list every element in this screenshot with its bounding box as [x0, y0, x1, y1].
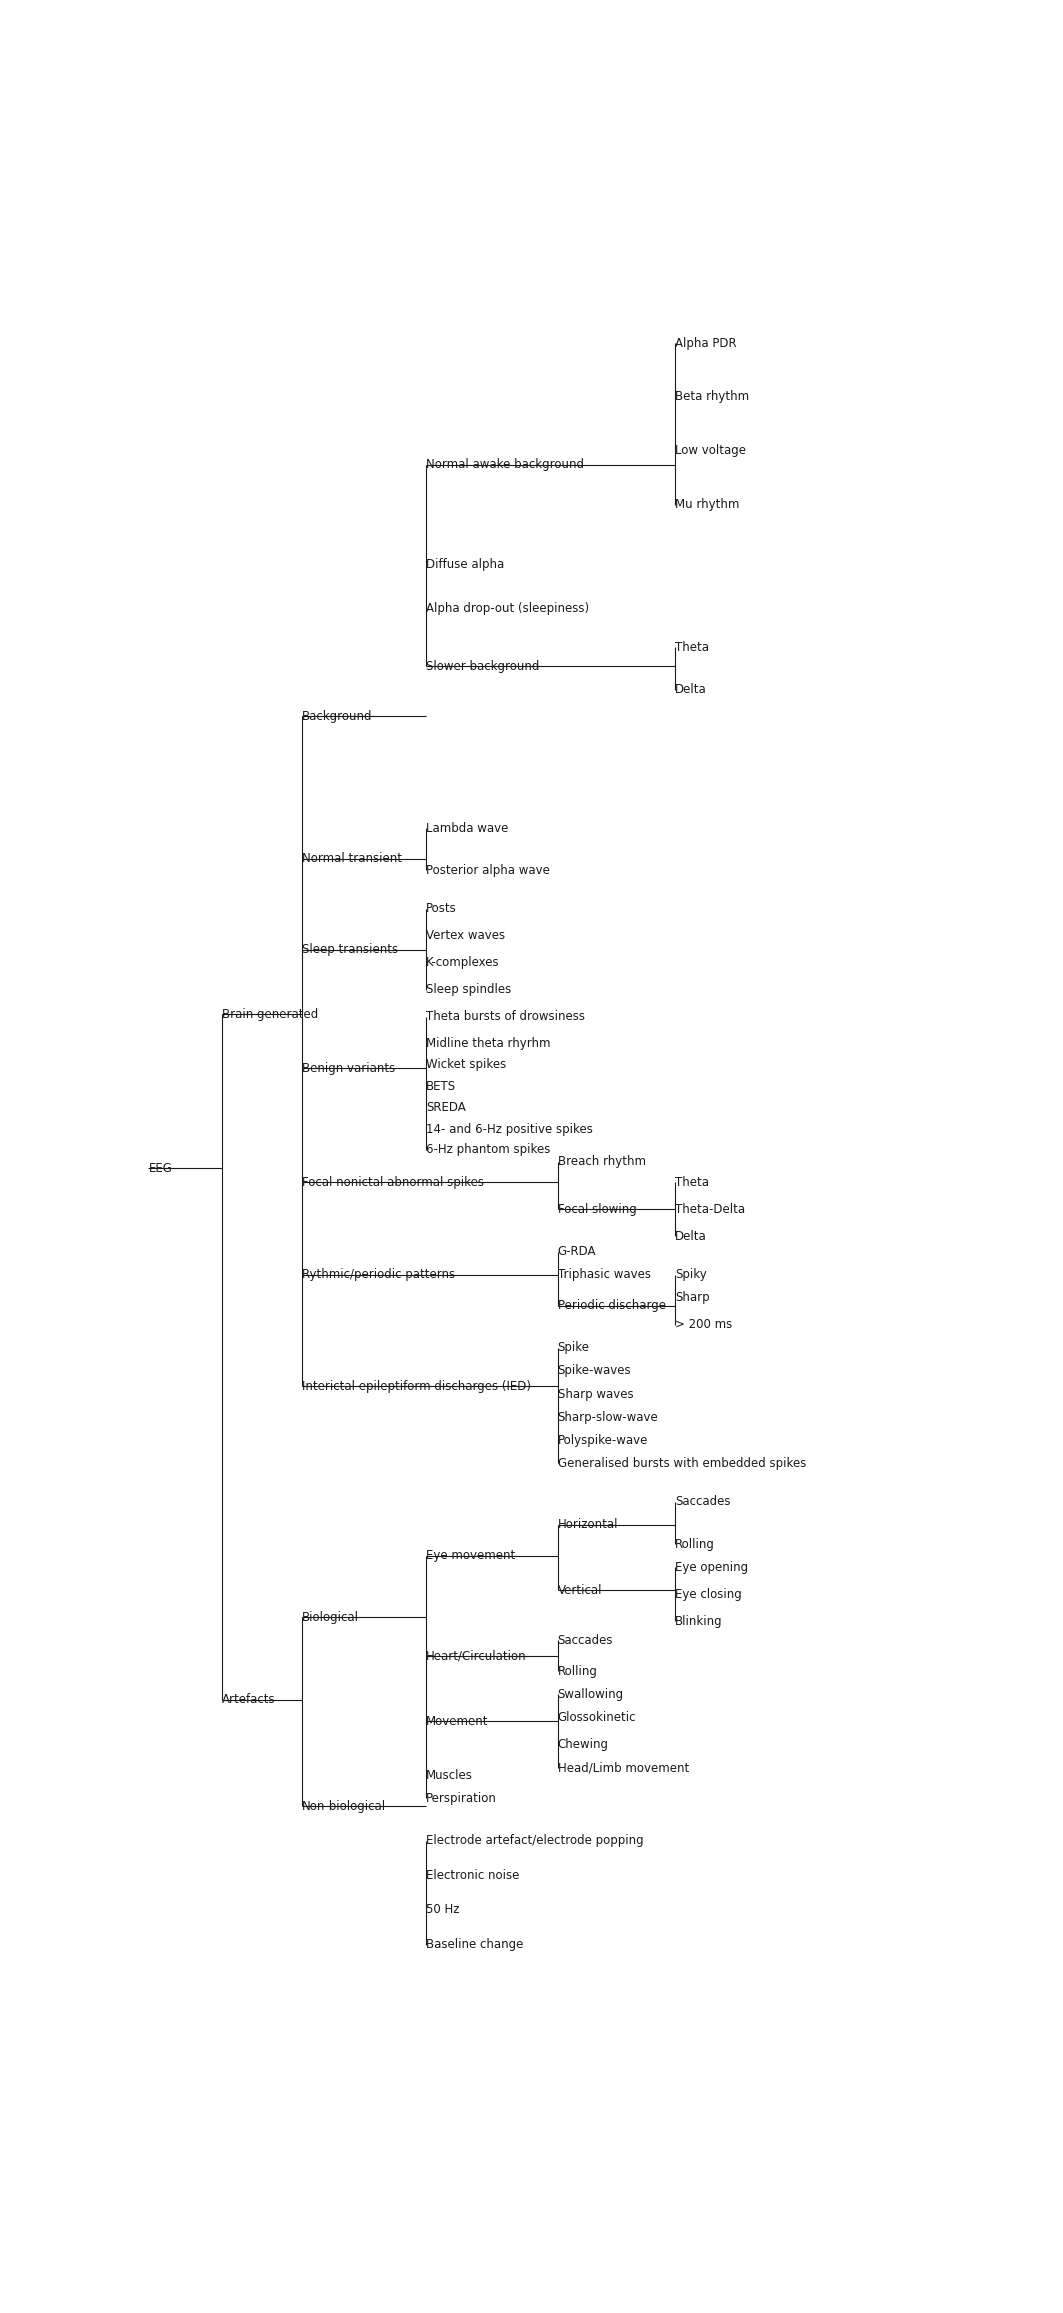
Text: Alpha PDR: Alpha PDR — [675, 335, 737, 349]
Text: Swallowing: Swallowing — [558, 1688, 624, 1700]
Text: Baseline change: Baseline change — [426, 1938, 523, 1952]
Text: Low voltage: Low voltage — [675, 444, 746, 458]
Text: Focal nonictal abnormal spikes: Focal nonictal abnormal spikes — [302, 1175, 484, 1189]
Text: Sleep transients: Sleep transients — [302, 944, 398, 955]
Text: Theta bursts of drowsiness: Theta bursts of drowsiness — [426, 1011, 585, 1022]
Text: Sharp waves: Sharp waves — [558, 1388, 634, 1402]
Text: Normal awake background: Normal awake background — [426, 458, 584, 472]
Text: Focal slowing: Focal slowing — [558, 1203, 637, 1217]
Text: Sharp: Sharp — [675, 1291, 710, 1305]
Text: Artefacts: Artefacts — [222, 1693, 275, 1707]
Text: Wicket spikes: Wicket spikes — [426, 1057, 506, 1071]
Text: Theta: Theta — [675, 641, 709, 655]
Text: SREDA: SREDA — [426, 1101, 466, 1115]
Text: K-complexes: K-complexes — [426, 955, 500, 969]
Text: Normal transient: Normal transient — [302, 853, 402, 865]
Text: Electrode artefact/electrode popping: Electrode artefact/electrode popping — [426, 1834, 643, 1848]
Text: 50 Hz: 50 Hz — [426, 1904, 459, 1917]
Text: Delta: Delta — [675, 682, 707, 696]
Text: Eye closing: Eye closing — [675, 1587, 742, 1601]
Text: Heart/Circulation: Heart/Circulation — [426, 1649, 526, 1663]
Text: Spike: Spike — [558, 1342, 590, 1355]
Text: Chewing: Chewing — [558, 1737, 609, 1751]
Text: G-RDA: G-RDA — [558, 1244, 596, 1258]
Text: Posterior alpha wave: Posterior alpha wave — [426, 865, 550, 877]
Text: EEG: EEG — [149, 1161, 172, 1175]
Text: Vertical: Vertical — [558, 1584, 602, 1596]
Text: Biological: Biological — [302, 1610, 359, 1624]
Text: Beta rhythm: Beta rhythm — [675, 391, 749, 402]
Text: 14- and 6-Hz positive spikes: 14- and 6-Hz positive spikes — [426, 1122, 593, 1136]
Text: Head/Limb movement: Head/Limb movement — [558, 1760, 689, 1774]
Text: Triphasic waves: Triphasic waves — [558, 1268, 651, 1281]
Text: Blinking: Blinking — [675, 1614, 723, 1628]
Text: Background: Background — [302, 710, 372, 724]
Text: Glossokinetic: Glossokinetic — [558, 1712, 636, 1723]
Text: 6-Hz phantom spikes: 6-Hz phantom spikes — [426, 1143, 551, 1156]
Text: Eye opening: Eye opening — [675, 1561, 748, 1573]
Text: Lambda wave: Lambda wave — [426, 821, 508, 835]
Text: Sharp-slow-wave: Sharp-slow-wave — [558, 1411, 658, 1425]
Text: Saccades: Saccades — [558, 1633, 613, 1647]
Text: Slower background: Slower background — [426, 659, 539, 673]
Text: Benign variants: Benign variants — [302, 1062, 395, 1076]
Text: Electronic noise: Electronic noise — [426, 1869, 519, 1883]
Text: Mu rhythm: Mu rhythm — [675, 497, 740, 511]
Text: Horizontal: Horizontal — [558, 1517, 618, 1531]
Text: Rolling: Rolling — [558, 1665, 597, 1677]
Text: Rythmic/periodic patterns: Rythmic/periodic patterns — [302, 1268, 455, 1281]
Text: Muscles: Muscles — [426, 1769, 473, 1781]
Text: Polyspike-wave: Polyspike-wave — [558, 1434, 648, 1446]
Text: Vertex waves: Vertex waves — [426, 930, 505, 941]
Text: Sleep spindles: Sleep spindles — [426, 983, 511, 997]
Text: Perspiration: Perspiration — [426, 1793, 496, 1804]
Text: Spiky: Spiky — [675, 1268, 707, 1281]
Text: Diffuse alpha: Diffuse alpha — [426, 557, 504, 571]
Text: Non-biological: Non-biological — [302, 1800, 386, 1813]
Text: Periodic discharge: Periodic discharge — [558, 1300, 665, 1311]
Text: Saccades: Saccades — [675, 1497, 731, 1508]
Text: Eye movement: Eye movement — [426, 1550, 516, 1561]
Text: Theta: Theta — [675, 1175, 709, 1189]
Text: Posts: Posts — [426, 902, 457, 916]
Text: Theta-Delta: Theta-Delta — [675, 1203, 745, 1217]
Text: Rolling: Rolling — [675, 1538, 715, 1550]
Text: Brain generated: Brain generated — [222, 1008, 318, 1020]
Text: Midline theta rhyrhm: Midline theta rhyrhm — [426, 1036, 551, 1050]
Text: > 200 ms: > 200 ms — [675, 1318, 732, 1332]
Text: Alpha drop-out (sleepiness): Alpha drop-out (sleepiness) — [426, 601, 589, 615]
Text: Delta: Delta — [675, 1231, 707, 1242]
Text: Spike-waves: Spike-waves — [558, 1365, 631, 1379]
Text: BETS: BETS — [426, 1080, 456, 1092]
Text: Breach rhythm: Breach rhythm — [558, 1154, 645, 1168]
Text: Generalised bursts with embedded spikes: Generalised bursts with embedded spikes — [558, 1457, 806, 1469]
Text: Movement: Movement — [426, 1714, 488, 1728]
Text: Interictal epileptiform discharges (IED): Interictal epileptiform discharges (IED) — [302, 1381, 530, 1392]
